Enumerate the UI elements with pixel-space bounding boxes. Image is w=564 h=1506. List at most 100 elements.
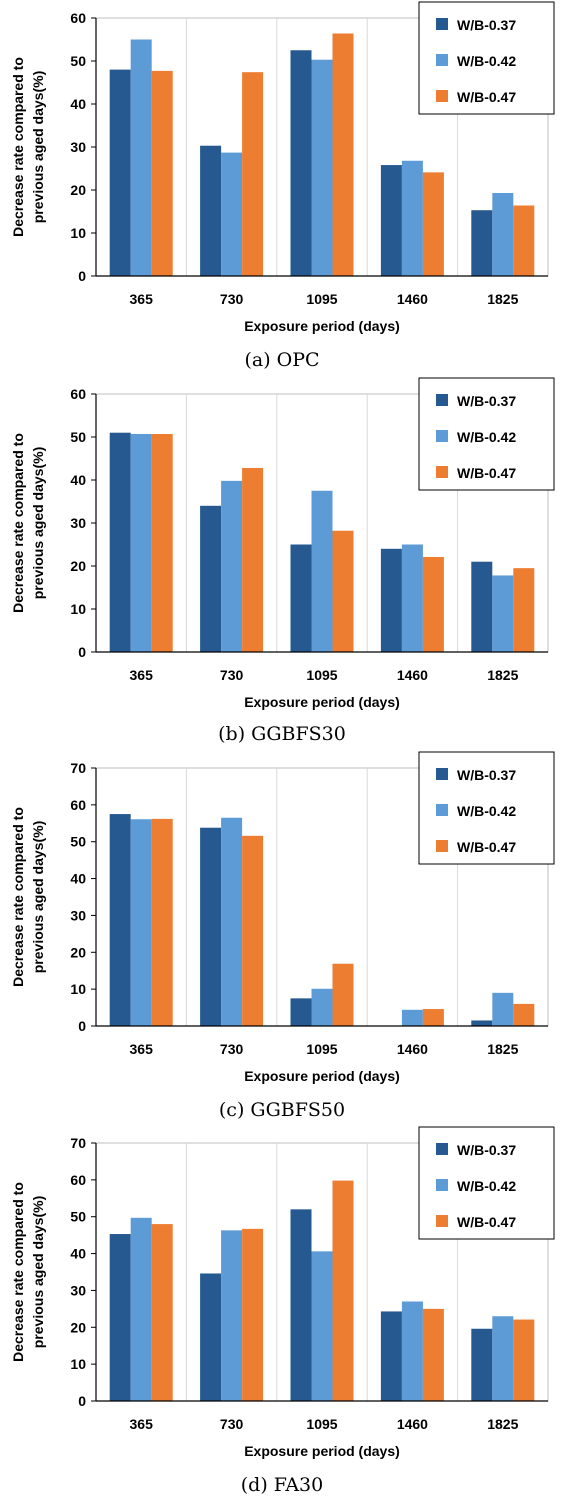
chart-caption: (d) FA30 (240, 1474, 324, 1496)
legend-label: W/B-0.37 (457, 1142, 516, 1158)
y-tick-label: 70 (70, 1135, 86, 1151)
x-axis-title: Exposure period (days) (244, 694, 400, 710)
x-tick-label: 1825 (487, 1416, 518, 1432)
chart-panel-ggbfs30: 0 10 20 30 40 50 60 365 730 1095 1460 1825 Exposure … (0, 376, 564, 752)
legend-label: W/B-0.42 (457, 429, 516, 445)
y-axis-title: previous aged days(%) (30, 1196, 46, 1349)
x-tick-label: 1825 (487, 291, 518, 307)
y-tick-label: 50 (70, 429, 86, 445)
x-tick-label: 730 (220, 291, 244, 307)
legend-label: W/B-0.47 (457, 1214, 516, 1230)
chart-opc: 0 10 20 30 40 50 60 365 730 1095 1460 1825 Exposure … (10, 1, 555, 334)
bar (513, 205, 535, 276)
x-tick-label: 1095 (306, 1416, 337, 1432)
bar (242, 835, 264, 1026)
bar (332, 1180, 354, 1401)
bar (109, 1234, 131, 1401)
bar (380, 1311, 402, 1401)
y-tick-label: 10 (70, 601, 86, 617)
bar (200, 827, 222, 1026)
bar (311, 988, 333, 1026)
legend-swatch (436, 54, 448, 66)
legend-label: W/B-0.42 (457, 53, 516, 69)
bar (513, 1003, 535, 1026)
bar (471, 210, 493, 276)
bar (471, 1328, 493, 1401)
bar (109, 432, 131, 652)
legend-label: W/B-0.37 (457, 17, 516, 33)
y-tick-label: 20 (70, 944, 86, 960)
y-tick-label: 50 (70, 53, 86, 69)
y-axis-title: previous aged days(%) (30, 71, 46, 224)
x-tick-label: 1095 (306, 667, 337, 683)
y-tick-label: 20 (70, 558, 86, 574)
legend-swatch (436, 804, 448, 816)
y-tick-label: 0 (78, 644, 86, 660)
x-tick-label: 365 (130, 667, 154, 683)
bar (290, 50, 312, 276)
y-tick-label: 40 (70, 871, 86, 887)
bar (422, 172, 444, 276)
bar (492, 575, 514, 652)
legend-label: W/B-0.42 (457, 803, 516, 819)
legend-swatch (436, 18, 448, 30)
chart-caption: (c) GGBFS50 (218, 1099, 346, 1121)
bar (471, 561, 493, 652)
legend-swatch (436, 394, 448, 406)
legend-label: W/B-0.37 (457, 393, 516, 409)
bar (130, 433, 152, 652)
y-tick-label: 20 (70, 182, 86, 198)
x-tick-label: 365 (130, 291, 154, 307)
bar (492, 992, 514, 1026)
bar (492, 1316, 514, 1401)
legend-label: W/B-0.47 (457, 89, 516, 105)
bar (290, 1209, 312, 1401)
x-axis-title: Exposure period (days) (244, 1443, 400, 1459)
x-tick-label: 1460 (397, 291, 428, 307)
y-tick-label: 40 (70, 472, 86, 488)
bar (471, 1020, 493, 1026)
y-tick-label: 10 (70, 981, 86, 997)
x-tick-label: 730 (220, 1041, 244, 1057)
y-axis-title: previous aged days(%) (30, 447, 46, 600)
bar (151, 1224, 173, 1401)
x-tick-label: 1825 (487, 1041, 518, 1057)
x-tick-label: 730 (220, 667, 244, 683)
x-tick-label: 1460 (397, 667, 428, 683)
legend-swatch (436, 1179, 448, 1191)
bar (513, 1319, 535, 1401)
bar (380, 165, 402, 276)
y-tick-label: 0 (78, 1393, 86, 1409)
bar (380, 548, 402, 652)
y-tick-label: 30 (70, 515, 86, 531)
bar (401, 1301, 423, 1401)
y-tick-label: 60 (70, 797, 86, 813)
x-tick-label: 365 (130, 1041, 154, 1057)
chart-panel-opc: 0 10 20 30 40 50 60 365 730 1095 1460 1825 Exposure … (0, 0, 564, 376)
bar (200, 1273, 222, 1401)
chart-ggbfs50: 0 10 20 30 40 50 60 70 365 730 1095 1460 1825 Exposur… (10, 751, 555, 1084)
legend-label: W/B-0.47 (457, 839, 516, 855)
legend-swatch (436, 90, 448, 102)
bar (200, 505, 222, 652)
x-tick-label: 365 (130, 1416, 154, 1432)
bar (422, 1009, 444, 1026)
bar (311, 59, 333, 277)
chart-ggbfs30: 0 10 20 30 40 50 60 365 730 1095 1460 1825 Exposure … (10, 377, 555, 710)
bar (151, 818, 173, 1026)
x-axis-title: Exposure period (days) (244, 1068, 400, 1084)
y-axis-title: Decrease rate compared to (10, 57, 26, 237)
y-tick-label: 50 (70, 1209, 86, 1225)
y-axis-title: Decrease rate compared to (10, 1182, 26, 1362)
bar (221, 817, 243, 1026)
bar (311, 1251, 333, 1401)
legend-swatch (436, 768, 448, 780)
bar (130, 39, 152, 276)
bar (221, 480, 243, 652)
y-axis-title: previous aged days(%) (30, 821, 46, 974)
y-tick-label: 10 (70, 1356, 86, 1372)
y-tick-label: 30 (70, 1282, 86, 1298)
legend-label: W/B-0.37 (457, 767, 516, 783)
y-tick-label: 60 (70, 10, 86, 26)
bar (200, 145, 222, 276)
